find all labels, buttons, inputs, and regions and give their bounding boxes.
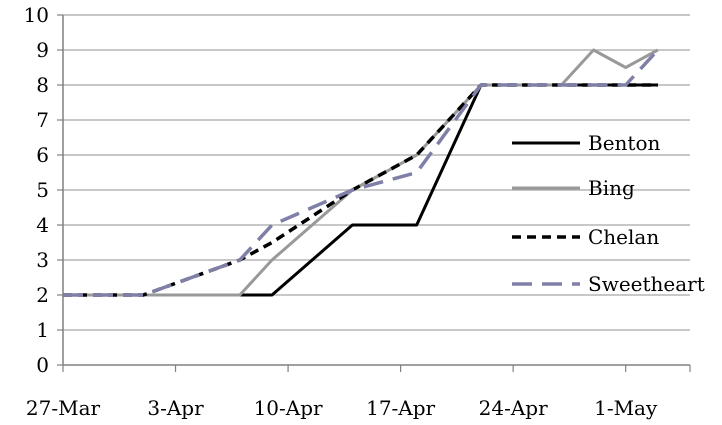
- y-tick-label: 10: [24, 3, 49, 27]
- x-tick-label: 3-Apr: [147, 396, 204, 420]
- y-tick-label: 2: [36, 283, 49, 307]
- legend-label-chelan: Chelan: [588, 225, 659, 249]
- y-tick-label: 8: [36, 73, 49, 97]
- series-line-sweetheart: [63, 48, 660, 297]
- series-lines: [63, 48, 660, 297]
- y-tick-label: 6: [36, 143, 49, 167]
- legend-label-benton: Benton: [588, 131, 660, 155]
- legend-label-sweetheart: Sweetheart: [588, 272, 705, 296]
- legend: Benton Bing Chelan Sweetheart: [512, 131, 705, 296]
- series-line-bing: [63, 48, 659, 297]
- legend-label-bing: Bing: [588, 176, 635, 200]
- y-tick-label: 7: [36, 108, 49, 132]
- y-tick-label: 3: [36, 248, 49, 272]
- y-tick-label: 4: [36, 213, 49, 237]
- x-tick-label: 17-Apr: [366, 396, 435, 420]
- y-tick-label: 0: [36, 353, 49, 377]
- axes: 0 1 2 3 4 5 6 7 8 9 10 27-Mar 3-Apr 10-Apr 17-Apr 24-Ap…: [24, 3, 691, 420]
- y-tick-label: 5: [36, 178, 49, 202]
- x-tick-label: 1-May: [594, 396, 658, 420]
- x-tick-label: 10-Apr: [254, 396, 323, 420]
- y-tick-label: 1: [36, 318, 49, 342]
- x-tick-label: 27-Mar: [26, 396, 101, 420]
- y-tick-label: 9: [36, 38, 49, 62]
- x-tick-label: 24-Apr: [479, 396, 548, 420]
